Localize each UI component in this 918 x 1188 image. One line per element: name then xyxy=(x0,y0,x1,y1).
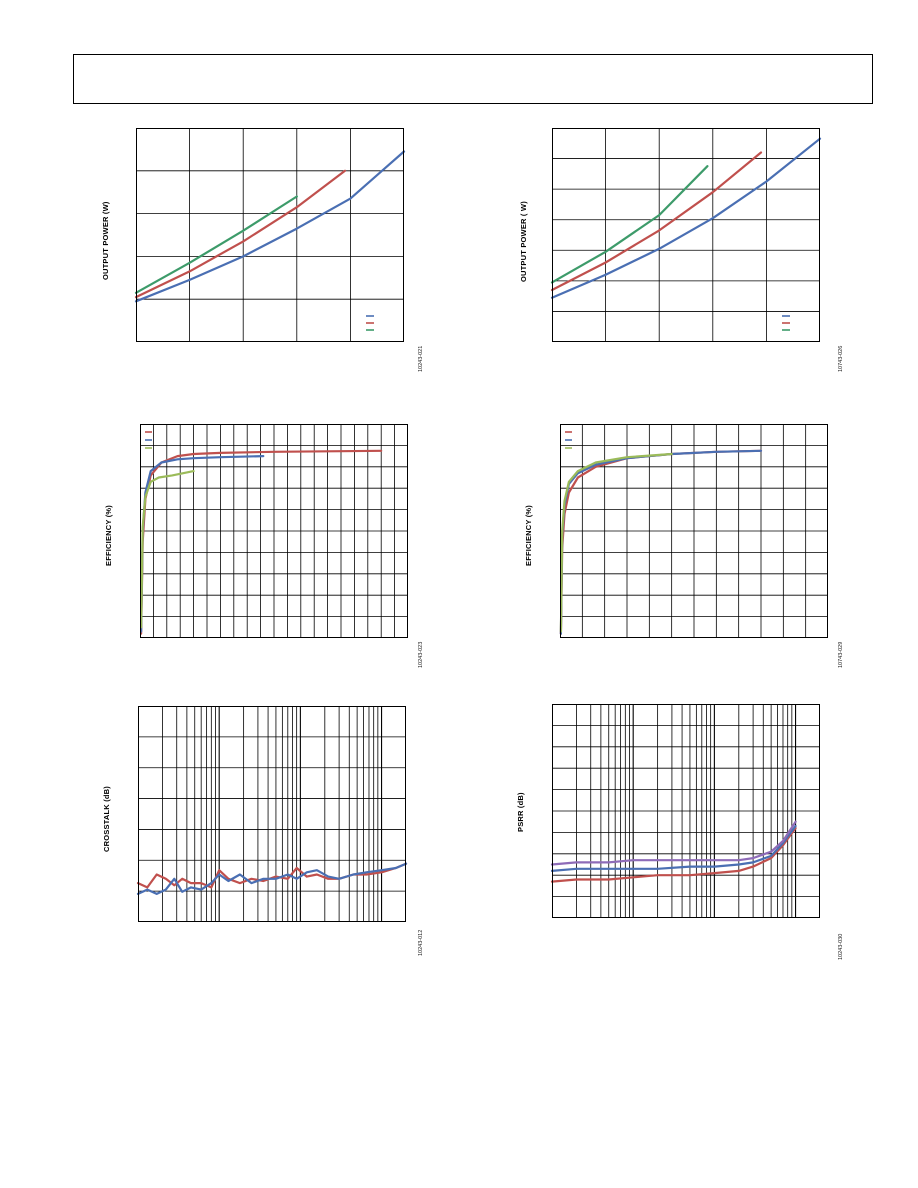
series-line xyxy=(559,449,763,635)
y-axis-label: OUTPUT POWER (W) xyxy=(101,201,110,280)
crosstalk-chart xyxy=(136,706,408,922)
output-power-chart-2 xyxy=(550,128,822,342)
figure-id: 10743-026 xyxy=(838,345,844,372)
series-line xyxy=(136,862,408,895)
series-line xyxy=(550,820,797,866)
series-line xyxy=(550,151,763,292)
figure-id: 10243-012 xyxy=(418,929,424,956)
plot-frame xyxy=(140,424,408,638)
y-axis-label: EFFICIENCY (%) xyxy=(104,505,113,566)
plot-frame xyxy=(552,128,820,342)
figure-id: 10243-030 xyxy=(838,933,844,960)
output-power-chart-1 xyxy=(134,128,406,342)
plot-frame xyxy=(560,424,828,638)
figure-id: 10243-021 xyxy=(418,345,424,372)
series-line xyxy=(134,195,298,294)
series-line xyxy=(134,150,406,303)
series-line xyxy=(559,452,673,633)
plot-frame xyxy=(136,128,404,342)
series-line xyxy=(140,454,265,633)
series-line xyxy=(134,169,347,299)
series-line xyxy=(550,824,797,872)
plot-frame xyxy=(552,704,820,918)
y-axis-label: CROSSTALK (dB) xyxy=(102,786,111,852)
efficiency-chart-1 xyxy=(140,424,408,638)
figure-id: 10243-023 xyxy=(418,641,424,668)
y-axis-label: OUTPUT POWER ( W) xyxy=(519,201,528,282)
series-line xyxy=(550,826,797,883)
efficiency-chart-2 xyxy=(559,424,828,638)
page-header-box xyxy=(73,54,873,104)
figure-id: 10743-029 xyxy=(838,641,844,668)
series-line xyxy=(550,165,709,284)
y-axis-label: EFFICIENCY (%) xyxy=(524,505,533,566)
series-line xyxy=(559,449,763,635)
series-line xyxy=(140,449,383,635)
series-line xyxy=(550,137,822,299)
legend-area xyxy=(344,306,394,338)
series-line xyxy=(140,469,195,629)
plot-frame xyxy=(138,706,406,922)
legend-area xyxy=(760,306,810,338)
y-axis-label: PSRR (dB) xyxy=(516,792,525,832)
psrr-chart xyxy=(550,704,820,918)
